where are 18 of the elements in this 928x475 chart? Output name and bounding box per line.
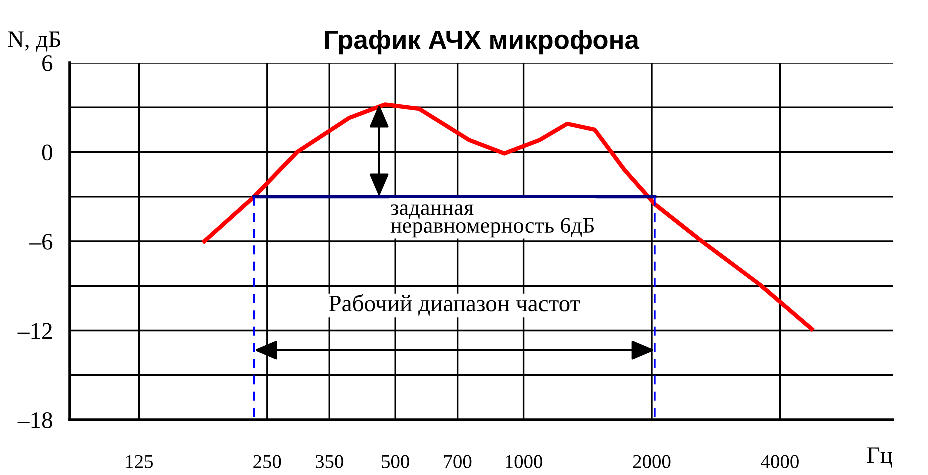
chart-title: График АЧХ микрофона (325, 30, 640, 55)
y-tick-label: 0 (42, 144, 52, 161)
x-tick-label: 4000 (761, 455, 799, 468)
x-tick-label: 700 (444, 455, 472, 468)
y-tick-label: 6 (42, 56, 53, 72)
y-tick-label: –6 (30, 234, 53, 250)
x-axis-title: Гц (867, 448, 892, 468)
annotation: заданная неравномерность 6дБ (390, 204, 594, 238)
x-tick-label: 500 (382, 455, 410, 468)
x-tick-label: 125 (126, 455, 153, 468)
annotation: Рабочий диапазон частот (329, 294, 580, 316)
y-axis-title: N, дБ (8, 32, 60, 52)
x-tick-label: 250 (254, 455, 282, 468)
x-tick-label: 1000 (506, 455, 542, 468)
x-tick-label: 350 (316, 455, 344, 468)
y-tick-label: –12 (18, 323, 52, 339)
y-tick-label: –18 (18, 412, 52, 428)
x-tick-label: 2000 (633, 455, 671, 468)
